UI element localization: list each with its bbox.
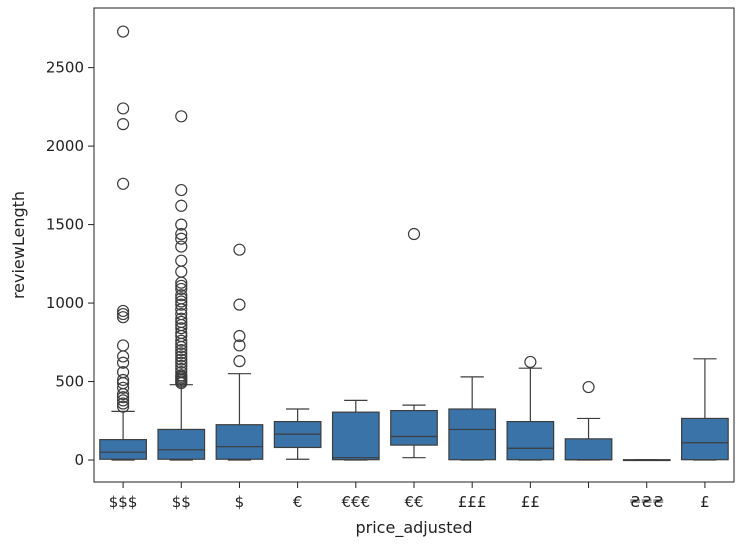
outlier-point (175, 356, 188, 369)
outlier-point (175, 298, 188, 311)
outlier-point (116, 304, 130, 318)
plot-frame (93, 7, 735, 483)
x-tick-label: $ (235, 493, 245, 511)
outlier-point (116, 356, 130, 369)
outlier-point (116, 118, 130, 131)
outlier-point (175, 292, 188, 305)
box (331, 411, 380, 461)
y-tick-label: 2500 (46, 59, 84, 77)
outlier-point (116, 381, 130, 394)
box (448, 408, 497, 461)
y-tick-label: 1500 (46, 216, 84, 234)
outlier-point (175, 312, 188, 325)
x-tick-label: € (293, 493, 303, 511)
outlier-point (233, 243, 246, 256)
outlier-point (116, 394, 130, 407)
x-tick-label: €€ (404, 493, 423, 511)
y-tick-label: 2000 (46, 137, 84, 155)
outlier-point (524, 355, 537, 369)
outlier-point (175, 334, 188, 347)
outlier-point (175, 322, 188, 335)
outlier-point (175, 183, 188, 197)
outlier-point (175, 279, 188, 292)
outlier-point (233, 339, 246, 352)
outlier-point (175, 110, 188, 123)
outlier-point (116, 350, 130, 363)
outlier-point (175, 240, 188, 253)
outlier-point (116, 177, 130, 190)
box (681, 417, 729, 461)
outlier-point (175, 199, 188, 212)
x-tick-label: €€€ (341, 493, 370, 511)
outlier-point (116, 373, 130, 387)
outlier-point (175, 282, 188, 296)
outlier-point (175, 254, 188, 267)
x-tick-label: £ (700, 493, 710, 511)
outlier-point (175, 289, 188, 302)
outlier-point (175, 295, 188, 308)
outlier-point (233, 329, 246, 343)
outlier-point (175, 344, 188, 357)
x-tick-label: ₴₴₴ (629, 493, 664, 511)
outlier-point (175, 218, 188, 231)
outlier-point (116, 311, 130, 324)
outlier-point (233, 298, 246, 311)
outlier-point (175, 227, 188, 241)
outlier-point (116, 397, 130, 410)
x-tick-label: $$$ (109, 493, 138, 511)
y-tick-label: 1000 (46, 294, 84, 312)
outlier-point (116, 366, 130, 379)
box (506, 420, 555, 461)
x-tick-label: £££ (458, 493, 487, 511)
outlier-point (116, 102, 130, 115)
y-tick-label: 500 (55, 373, 84, 391)
outlier-point (175, 315, 188, 329)
outlier-point (116, 307, 130, 321)
x-tick-label: ££ (521, 493, 540, 511)
outlier-point (116, 25, 130, 38)
y-tick-label: 0 (74, 451, 84, 469)
outlier-point (116, 400, 130, 413)
outlier-point (407, 227, 421, 241)
outlier-point (175, 232, 188, 245)
outlier-point (582, 380, 595, 394)
box (390, 409, 438, 446)
outlier-point (175, 359, 188, 372)
outlier-point (175, 366, 188, 379)
box (99, 439, 147, 460)
x-axis-label: price_adjusted (356, 518, 473, 538)
outlier-point (233, 355, 246, 368)
x-tick-label: $$ (172, 493, 191, 511)
box (564, 438, 613, 461)
outlier-point (175, 362, 188, 376)
outlier-point (175, 353, 188, 366)
outlier-point (175, 265, 188, 278)
box (157, 428, 206, 460)
outlier-point (175, 307, 188, 321)
outlier-point (175, 347, 188, 360)
outlier-point (175, 350, 188, 363)
y-axis-label: reviewLength (9, 191, 28, 299)
outlier-point (116, 391, 130, 404)
outlier-point (175, 369, 188, 382)
box (215, 424, 264, 460)
outlier-point (116, 339, 130, 352)
